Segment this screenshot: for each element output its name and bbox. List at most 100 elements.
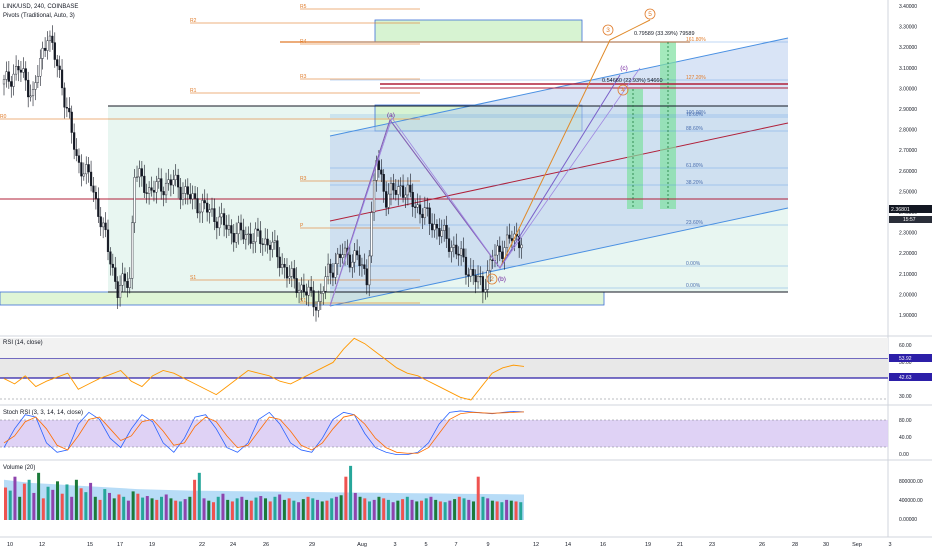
volume-bar xyxy=(108,492,111,520)
candle-body xyxy=(288,276,291,279)
volume-bar xyxy=(500,502,504,520)
candle-body xyxy=(416,204,419,208)
candle-body xyxy=(418,204,422,215)
candle-body xyxy=(242,229,245,240)
candle-body xyxy=(145,192,148,194)
candle-body xyxy=(65,107,68,109)
stoch-legend[interactable]: Stoch RSI (3, 3, 14, 14, close) xyxy=(3,410,84,416)
volume-bar xyxy=(193,479,197,520)
volume-tick-0: 800000.00 xyxy=(899,479,923,485)
candle-body xyxy=(232,233,235,243)
candle-body xyxy=(60,69,64,89)
candle-body xyxy=(508,234,511,239)
candle-body xyxy=(75,149,78,156)
candle-body xyxy=(191,193,194,200)
candle-body xyxy=(276,240,279,258)
x-tick-16: 16 xyxy=(600,542,606,548)
candle-body xyxy=(317,301,320,311)
volume-bar xyxy=(226,499,230,520)
candle-body xyxy=(450,247,453,252)
candle-body xyxy=(401,185,405,198)
candle-body xyxy=(121,273,124,286)
volume-bar xyxy=(183,499,187,520)
candle-body xyxy=(368,255,371,286)
candle-body xyxy=(201,200,204,213)
candle-body xyxy=(414,206,417,208)
wave-label-6: 5 xyxy=(648,11,652,18)
x-tick-6: 24 xyxy=(230,542,236,548)
volume-legend[interactable]: Volume (20) xyxy=(3,465,36,471)
price-tick-7: 2.70000 xyxy=(899,148,917,154)
volume-bar xyxy=(65,484,69,520)
candle-body xyxy=(496,245,499,256)
volume-bar xyxy=(264,498,267,520)
volume-bar xyxy=(245,499,249,520)
wave-circle-5 xyxy=(617,84,629,96)
volume-bar xyxy=(438,501,442,520)
candle-body xyxy=(469,269,472,277)
candle-body xyxy=(34,82,37,90)
candle-body xyxy=(198,211,202,214)
volume-bar xyxy=(22,483,26,520)
rsi-badge2 xyxy=(889,373,932,381)
candle-body xyxy=(430,223,434,231)
volume-bar xyxy=(377,496,381,520)
pivots-legend[interactable]: Pivots (Traditional, Auto, 3) xyxy=(3,13,75,19)
volume-bar xyxy=(51,489,55,520)
candle-body xyxy=(457,253,460,256)
rsi-band xyxy=(0,358,888,378)
candle-body xyxy=(481,276,484,293)
candle-body xyxy=(491,259,494,261)
fib-label-5: 38.20% xyxy=(686,180,704,186)
candle-body xyxy=(264,238,267,245)
volume-bar xyxy=(316,499,319,520)
price-tick-6: 2.80000 xyxy=(899,128,917,134)
price-tick-11: 2.30000 xyxy=(899,231,917,237)
rsi-tick-1: 50.00 xyxy=(899,360,912,366)
volume-bar xyxy=(27,479,31,520)
candle-body xyxy=(148,187,151,194)
volume-bar xyxy=(396,500,400,520)
stoch-tick-0: 80.00 xyxy=(899,418,912,424)
candle-body xyxy=(331,272,335,278)
fib-label-6: 23.60% xyxy=(686,220,704,226)
channel-mid xyxy=(329,122,789,222)
candle-body xyxy=(143,175,146,193)
candle-body xyxy=(365,268,368,286)
candle-body xyxy=(17,66,20,71)
stoch-tick-2: 0.00 xyxy=(899,452,909,458)
pivot-label-3: R2 xyxy=(190,18,197,24)
channel-top xyxy=(329,37,789,137)
candle-body xyxy=(493,254,497,261)
rsi-line xyxy=(3,337,525,401)
volume-bar xyxy=(358,496,362,520)
volume-bar xyxy=(457,496,461,520)
symbol-legend[interactable]: LINK/USD, 240, COINBASE xyxy=(3,4,79,10)
volume-bar xyxy=(382,498,386,520)
rsi-tick-3: 30.00 xyxy=(899,394,912,400)
volume-bar xyxy=(301,499,305,520)
price-tick-8: 2.60000 xyxy=(899,169,917,175)
pivot-label-2: R3 xyxy=(300,74,307,80)
rsi-legend[interactable]: RSI (14, close) xyxy=(3,340,43,346)
volume-bar xyxy=(339,495,343,520)
candle-body xyxy=(193,193,197,199)
candle-body xyxy=(172,179,175,186)
volume-bar xyxy=(37,472,41,520)
rsi-badge xyxy=(889,354,932,362)
volume-bar xyxy=(306,496,310,520)
volume-bar xyxy=(155,499,159,520)
wave-path-purple2 xyxy=(329,67,641,307)
candle-body xyxy=(254,228,257,243)
candle-body xyxy=(73,132,76,150)
candle-body xyxy=(389,182,393,195)
wave-path-purple xyxy=(329,74,621,307)
rsi-tick-0: 60.00 xyxy=(899,343,912,349)
candle-body xyxy=(392,182,395,191)
x-tick-14: 12 xyxy=(533,542,539,548)
candle-body xyxy=(372,180,376,213)
candle-body xyxy=(435,224,439,229)
pivot-label-5: R0 xyxy=(0,114,7,120)
x-tick-21: 28 xyxy=(792,542,798,548)
